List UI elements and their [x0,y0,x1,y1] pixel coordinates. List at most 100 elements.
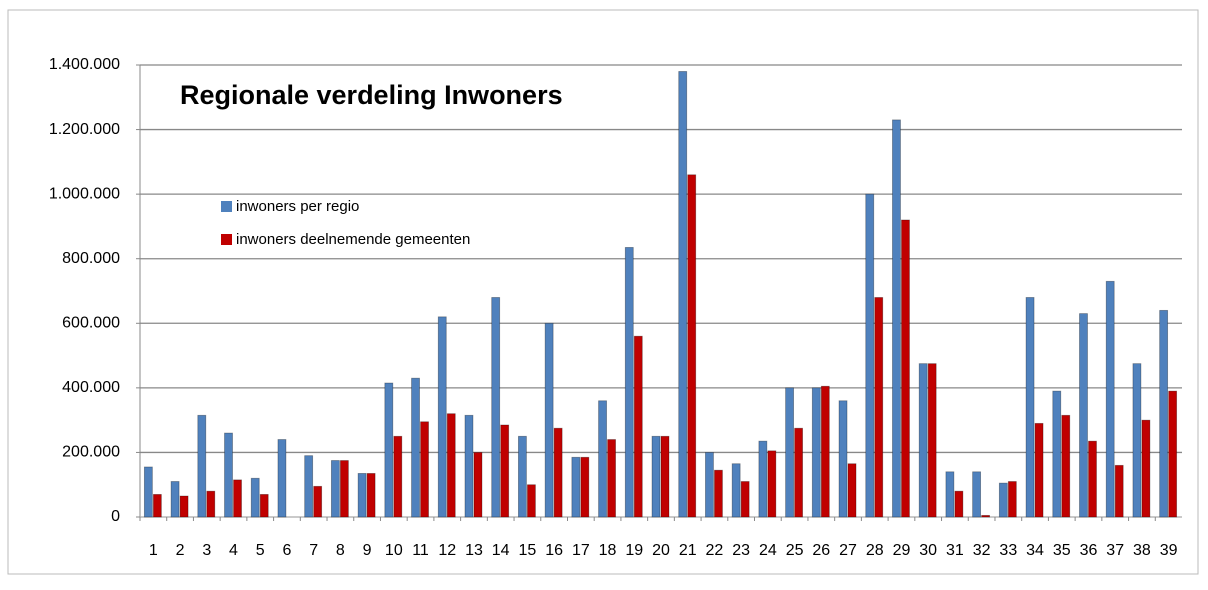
bar [170,481,180,518]
x-tick-label: 25 [786,542,804,559]
x-tick-label: 37 [1106,542,1124,559]
x-tick-label: 3 [202,542,211,559]
y-tick-label: 400.000 [62,379,120,396]
bar [446,413,456,518]
bar [714,469,723,518]
x-tick-label: 14 [492,542,510,559]
bar [660,435,670,518]
bar [152,493,162,518]
x-tick-label: 29 [893,542,911,559]
bar [1168,390,1178,518]
bar [892,119,901,518]
bar [330,460,340,518]
chart-title: Regionale verdeling Inwoners [180,80,563,110]
bar [820,385,830,518]
bar [518,435,527,518]
x-tick-label: 2 [176,542,185,559]
bar [571,456,581,518]
bar [411,377,420,518]
x-tick-label: 34 [1026,542,1044,559]
x-tick-label: 31 [946,542,964,559]
bar [785,387,794,518]
x-tick-label: 1 [149,542,158,559]
bar [1025,297,1035,518]
bar [731,463,741,518]
bar [224,432,233,518]
bar [233,479,242,518]
bar [981,514,991,518]
x-tick-label: 17 [572,542,590,559]
legend-label: inwoners per regio [236,198,359,215]
bar [357,473,367,518]
bar [1141,419,1151,518]
bar [1052,390,1062,518]
x-tick-label: 21 [679,542,697,559]
bar [1114,464,1124,518]
bar [874,297,884,518]
bar [1132,363,1142,518]
legend-swatch [221,234,232,245]
x-tick-label: 5 [256,542,265,559]
bar [687,174,697,518]
x-tick-label: 22 [706,542,724,559]
bar [473,452,483,518]
bar [313,485,323,518]
x-tick-label: 24 [759,542,777,559]
bar [651,435,661,518]
bar [678,71,688,518]
bar [598,400,607,518]
bar [464,414,474,518]
x-tick-label: 13 [465,542,483,559]
bar [767,450,777,518]
x-tick-label: 6 [282,542,291,559]
bar [954,490,964,518]
y-tick-label: 600.000 [62,315,120,332]
bar [945,471,955,518]
bar [847,463,857,518]
bar [758,440,768,518]
x-tick-label: 19 [625,542,643,559]
bar [927,363,937,518]
bar [1007,481,1017,518]
x-tick-label: 8 [336,542,345,559]
x-tick-label: 15 [519,542,537,559]
bar [705,452,714,518]
bar [143,466,153,518]
x-tick-label: 35 [1053,542,1071,559]
bar [527,484,536,518]
y-tick-label: 1.200.000 [49,121,120,138]
x-tick-label: 27 [839,542,857,559]
bar [865,193,875,518]
bar [972,471,982,518]
bar [811,387,821,518]
x-tick-label: 18 [599,542,617,559]
legend-label: inwoners deelnemende gemeenten [236,231,470,248]
legend-swatch [221,201,232,212]
x-tick-label: 4 [229,542,238,559]
bar [633,335,643,518]
bar [553,427,563,518]
x-tick-label: 23 [732,542,750,559]
bar [250,477,260,518]
bar [304,455,314,518]
x-tick-label: 26 [812,542,830,559]
y-tick-label: 1.400.000 [49,56,120,73]
bar [366,473,376,518]
x-tick-label: 7 [309,542,318,559]
bar [998,482,1008,518]
bar [838,400,848,518]
bar [384,382,394,518]
bar [491,297,501,518]
x-tick-label: 28 [866,542,884,559]
bar [500,424,510,518]
bar [1061,414,1071,518]
x-tick-label: 9 [363,542,372,559]
bar [277,439,287,518]
bar [794,427,803,518]
x-tick-label: 39 [1160,542,1178,559]
x-tick-label: 11 [412,542,429,559]
bar [420,421,429,518]
y-tick-label: 200.000 [62,444,120,461]
